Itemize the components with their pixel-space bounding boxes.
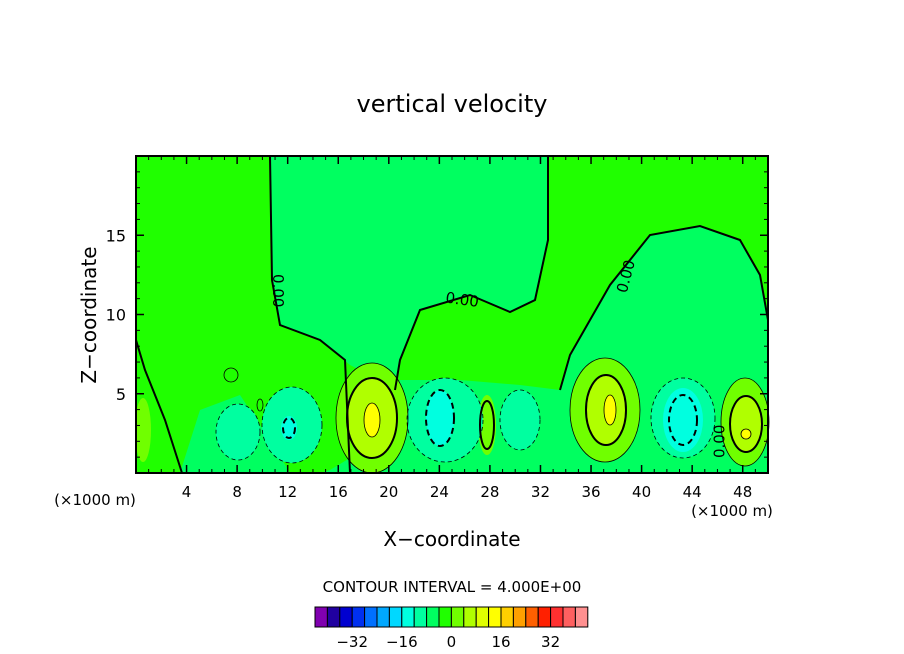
colorbar-swatch: [537, 606, 552, 628]
x-axis-label: X−coordinate: [383, 527, 520, 551]
positive-region: [364, 403, 380, 437]
colorbar-swatch: [364, 606, 378, 628]
contour-thin: [223, 367, 239, 383]
contour-thin-dashed: [650, 377, 716, 459]
y-tick-label: 10: [106, 306, 126, 325]
negative-contour-lines: [282, 389, 698, 447]
colorbar-swatch: [488, 606, 502, 628]
positive-contour: [479, 400, 495, 450]
negative-contour: [425, 389, 455, 447]
contour-labels: 0.00 0.000.000.00: [269, 258, 728, 458]
colorbar-swatch: [450, 606, 465, 628]
contour-thin-dashed: [499, 389, 541, 451]
y-axis-label: Z−coordinate: [77, 246, 101, 383]
zero-contour-line: [135, 339, 183, 474]
colorbar: −32 −16 0 16 32: [314, 606, 589, 651]
y-tick-label: 5: [116, 385, 126, 404]
colorbar-swatch: [500, 606, 514, 628]
x-tick-label: 4: [182, 483, 192, 501]
zero-contour-line: [269, 155, 351, 474]
positive-contour: [346, 377, 398, 459]
contour-thin: [569, 357, 641, 463]
colorbar-tick-label: 0: [447, 633, 457, 651]
chart-title: vertical velocity: [357, 90, 548, 118]
contour-thin-dashed: [261, 386, 323, 464]
x-unit-left: (×1000 m): [54, 491, 136, 509]
colorbar-swatch: [401, 606, 415, 628]
zero-contour-line: [394, 156, 549, 391]
x-tick-label: 48: [733, 483, 752, 501]
colorbar-swatch: [376, 606, 390, 628]
colorbar-swatch: [550, 606, 564, 628]
x-tick-label: 32: [531, 483, 550, 501]
colorbar-swatch: [388, 606, 403, 628]
x-tick-label: 12: [278, 483, 297, 501]
contour-label: 0.00: [269, 274, 287, 307]
colorbar-swatch: [525, 606, 539, 628]
x-tick-label: 16: [329, 483, 348, 501]
contour-interval: CONTOUR INTERVAL = 4.000E+00: [323, 578, 582, 596]
positive-region: [730, 396, 762, 452]
colorbar-swatch: [351, 606, 366, 628]
negative-region: [426, 390, 454, 446]
x-tick-label: 40: [632, 483, 651, 501]
contour-thin: [256, 398, 264, 412]
contour-thin: [740, 428, 752, 440]
contour-thin-dashed: [406, 377, 484, 463]
plot-area: 0.00 0.000.000.00 4 8 12 16 20 24 28 32 36 40 44 485…: [106, 155, 770, 501]
zero-contour-line: [559, 224, 769, 391]
y-tick-label: 15: [106, 226, 126, 245]
x-tick-label: 28: [480, 483, 499, 501]
x-tick-label: 8: [232, 483, 242, 501]
negative-contour: [282, 417, 296, 439]
colorbar-swatch: [574, 606, 589, 628]
colorbar-swatch: [413, 606, 428, 628]
colorbar-swatch: [475, 606, 490, 628]
positive-region: [741, 429, 751, 439]
negative-region: [500, 390, 540, 450]
colorbar-tick-label: 32: [541, 633, 560, 651]
thin-dashed-contour-lines: [215, 377, 716, 464]
colorbar-swatch: [326, 606, 341, 628]
contour-thin: [603, 394, 617, 426]
x-tick-label: 20: [379, 483, 398, 501]
negative-contour: [668, 394, 698, 446]
positive-contour: [585, 374, 627, 446]
x-tick-label: 36: [581, 483, 600, 501]
contour-label: 0.00: [710, 425, 728, 458]
colorbar-tick-label: −32: [336, 633, 368, 651]
x-unit-right: (×1000 m): [691, 502, 773, 520]
colorbar-tick-label: −16: [386, 633, 418, 651]
colorbar-swatch: [438, 606, 452, 628]
colorbar-swatch: [426, 606, 440, 628]
contour-thin: [363, 402, 381, 438]
negative-region: [216, 404, 260, 460]
colorbar-swatch: [314, 606, 328, 628]
colorbar-swatch: [339, 606, 353, 628]
colorbar-swatch: [463, 606, 477, 628]
contour-lines: [135, 155, 769, 474]
x-tick-label: 24: [430, 483, 449, 501]
positive-region: [604, 395, 616, 425]
colorbar-tick-label: 16: [491, 633, 510, 651]
contour-label: 0.00: [444, 289, 480, 311]
colorbar-swatch: [512, 606, 527, 628]
x-tick-label: 44: [683, 483, 702, 501]
positive-contour: [729, 395, 763, 453]
colorbar-swatch: [562, 606, 576, 628]
contour-thin-dashed: [215, 403, 261, 461]
positive-region: [135, 398, 151, 462]
